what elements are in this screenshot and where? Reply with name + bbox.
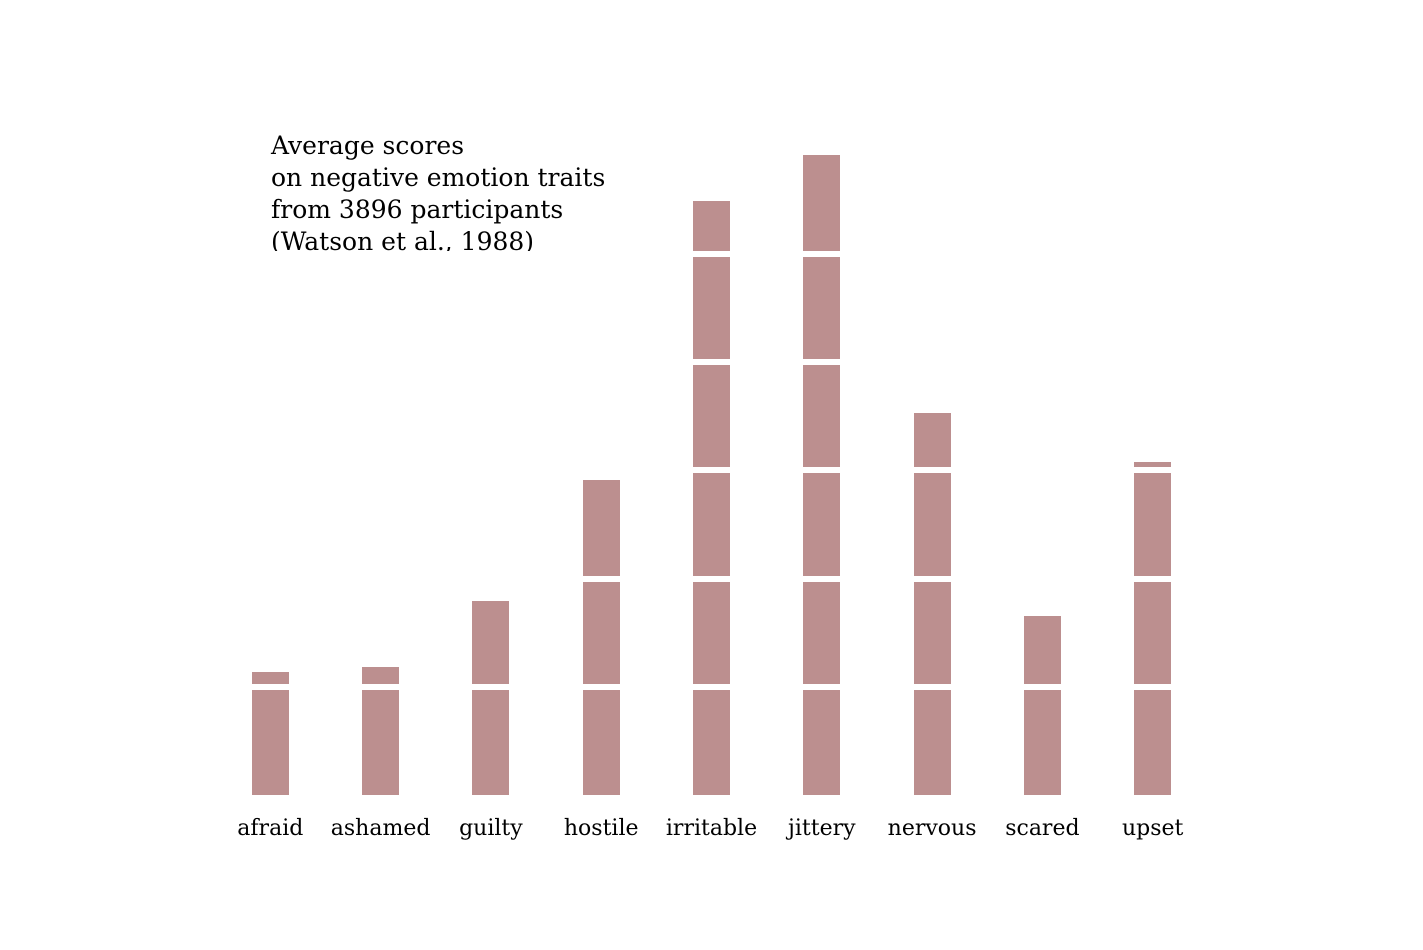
white-gridline-1: [240, 683, 1190, 690]
x-axis-label-afraid: afraid: [237, 816, 304, 841]
x-axis-label-upset: upset: [1121, 816, 1184, 841]
bar-upset: [1134, 461, 1172, 795]
x-axis-label-jittery: jittery: [788, 816, 856, 841]
x-axis-label-nervous: nervous: [887, 816, 977, 841]
x-axis-label-guilty: guilty: [459, 816, 523, 841]
bar-hostile: [582, 479, 620, 795]
white-gridline-2: [240, 575, 1190, 582]
bar-afraid: [251, 671, 289, 795]
white-gridline-4: [240, 359, 1190, 365]
bar-plot: afraid ashamed guilty hostile irritable jitte…: [237, 140, 1190, 870]
chart-title-line-3: from 3896 participants: [271, 195, 564, 224]
x-axis-label-scared: scared: [1005, 816, 1080, 841]
bar-scared: [1023, 616, 1061, 795]
bar-nervous: [913, 412, 951, 795]
chart-title-line-2: on negative emotion traits: [271, 163, 606, 192]
bar-guilty: [472, 601, 510, 795]
chart-title-line-1: Average scores: [271, 131, 465, 160]
x-axis-label-hostile: hostile: [563, 816, 639, 841]
white-gridline-3: [240, 467, 1190, 474]
bar-irritable: [693, 200, 730, 795]
x-axis-label-ashamed: ashamed: [330, 816, 431, 841]
white-gridline-5: [240, 250, 1190, 257]
x-axis-label-irritable: irritable: [665, 816, 758, 841]
